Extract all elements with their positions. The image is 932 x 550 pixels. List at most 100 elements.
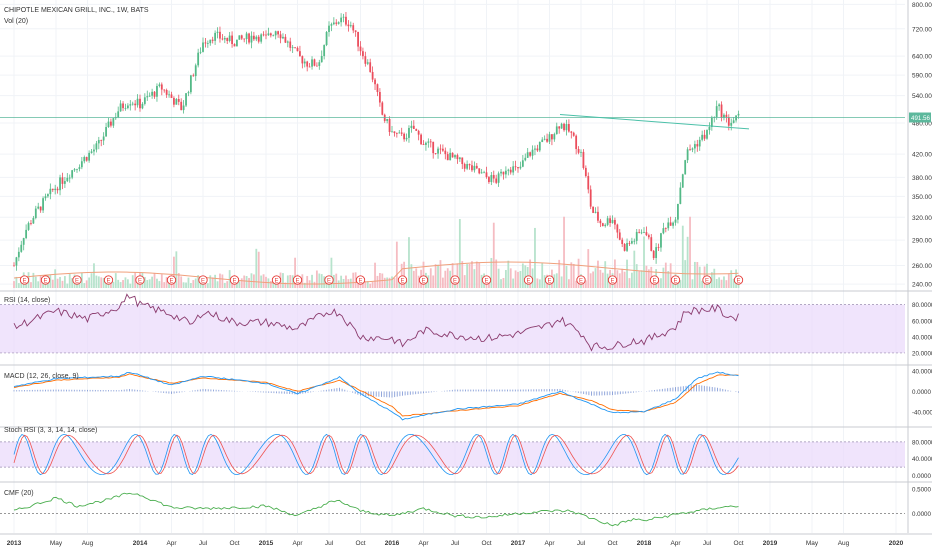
volume-bar — [660, 278, 662, 288]
volume-bar — [647, 269, 650, 288]
time-tick-label: 2020 — [889, 540, 904, 547]
macd-histogram-bar — [701, 385, 703, 392]
candle-body — [599, 220, 602, 224]
volume-bar — [471, 261, 473, 288]
candle-body — [30, 223, 32, 224]
macd-histogram-bar — [108, 390, 109, 392]
candle-body — [345, 16, 347, 25]
volume-bar — [718, 277, 721, 288]
time-tick-label: Apr — [166, 540, 177, 547]
candle-body — [633, 240, 636, 242]
macd-histogram-bar — [307, 391, 309, 393]
time-axis[interactable]: 2013 May Aug 2014 Apr Jul Oct 2015 Apr Jul Oct 2016… — [7, 540, 904, 547]
volume-bar — [599, 269, 602, 288]
volume-bar — [558, 259, 561, 288]
candle-body — [51, 188, 54, 191]
macd-histogram-bar — [202, 388, 204, 392]
candle-body — [107, 121, 110, 128]
macd-histogram-bar — [703, 385, 705, 392]
candle-body — [277, 31, 280, 35]
last-price-tag — [909, 112, 931, 123]
rsi-tick-label: 40.0000 — [912, 334, 932, 341]
candle-body — [468, 164, 471, 166]
earnings-marker-letter: E — [579, 278, 583, 284]
volume-bar — [514, 270, 517, 288]
volume-bar — [478, 262, 481, 288]
volume-bar — [289, 274, 292, 288]
volume-bar — [529, 259, 532, 288]
candle-body — [68, 177, 71, 179]
earnings-marker — [166, 275, 177, 285]
candle-body — [391, 131, 393, 133]
volume-bar — [347, 279, 350, 288]
candle-body — [364, 56, 367, 64]
volume-bar — [299, 281, 301, 288]
volume-bar — [538, 279, 541, 288]
price-tick-label: 540.00 — [912, 93, 932, 100]
candle-body — [710, 117, 713, 127]
candle-body — [347, 24, 350, 27]
candle-body — [485, 172, 488, 178]
macd-histogram-bar — [344, 389, 346, 392]
candle-body — [248, 33, 250, 43]
candle-body — [182, 105, 185, 111]
macd-histogram-bar — [18, 390, 20, 392]
earnings-marker-letter: E — [22, 278, 26, 284]
macd-histogram-bar — [549, 389, 550, 392]
volume-bar — [502, 278, 505, 288]
rsi-line — [13, 293, 739, 352]
macd-histogram-bar — [591, 391, 592, 396]
volume-bar — [102, 277, 105, 288]
macd-histogram-bar — [276, 391, 277, 394]
macd-histogram-bar — [328, 389, 330, 392]
price-tick-label: 380.00 — [912, 175, 932, 182]
candle-body — [153, 91, 156, 97]
candle-body — [163, 89, 166, 91]
volume-bar — [696, 262, 699, 288]
candle-body — [553, 134, 556, 140]
volume-bar — [403, 261, 406, 288]
candle-body — [211, 39, 214, 41]
macd-histogram-bar — [97, 389, 99, 392]
candle-body — [47, 194, 49, 197]
macd-histogram-bar — [165, 391, 167, 394]
volume-bar — [262, 274, 265, 288]
volume-bar — [61, 280, 64, 288]
candle-body — [514, 166, 517, 168]
earnings-marker — [649, 275, 660, 285]
candle-body — [257, 36, 260, 42]
volume-bar — [282, 273, 284, 288]
volume-bar — [410, 264, 413, 288]
volume-bar — [354, 272, 357, 288]
macd-histogram-bar — [604, 391, 606, 396]
candle-body — [143, 97, 146, 104]
macd-histogram-bar — [530, 389, 532, 392]
earnings-marker — [103, 275, 114, 285]
macd-histogram-bar — [672, 387, 674, 392]
candle-body — [689, 149, 691, 151]
macd-histogram-bar — [656, 389, 658, 392]
earnings-marker-letter: E — [232, 278, 236, 284]
candle-body — [335, 22, 338, 24]
macd-histogram-bar — [68, 389, 70, 392]
cmf-line — [13, 492, 739, 527]
candle-body — [429, 141, 432, 143]
macd-histogram-bar — [71, 389, 73, 392]
candle-body — [560, 123, 563, 129]
candle-body — [32, 217, 35, 224]
macd-histogram-bar — [63, 389, 65, 392]
candle-body — [126, 105, 129, 109]
candle-body — [231, 35, 233, 45]
candle-body — [73, 169, 76, 171]
macd-histogram-bar — [619, 391, 621, 395]
price-axis[interactable]: 800.00 720.00 640.00 590.00 540.00 480.00 420.… — [907, 0, 932, 533]
volume-bar — [32, 272, 35, 288]
candle-body — [621, 239, 624, 244]
macd-histogram-bar — [412, 391, 414, 395]
candle-body — [173, 97, 175, 105]
candle-body — [420, 134, 422, 145]
time-tick-label: Oct — [481, 540, 491, 547]
candle-body — [526, 152, 529, 158]
macd-histogram-bar — [365, 391, 367, 396]
